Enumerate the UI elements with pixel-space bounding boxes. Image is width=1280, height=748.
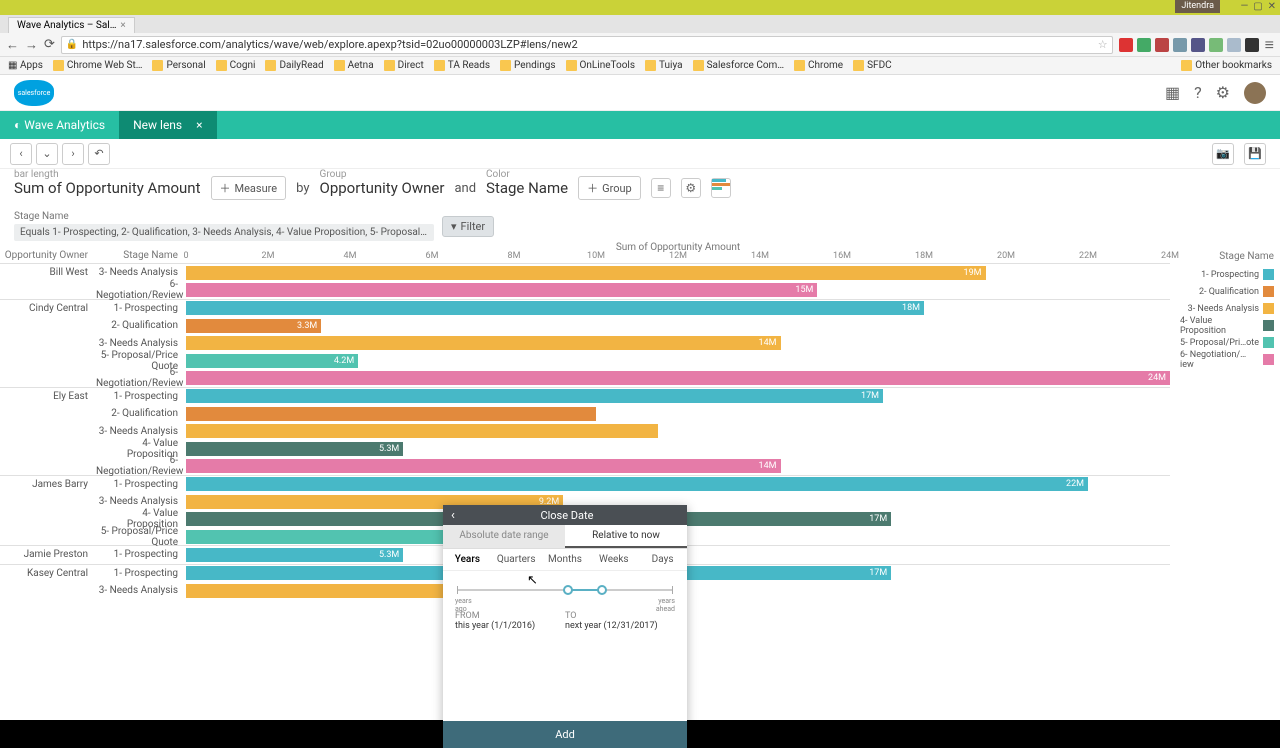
help-icon[interactable]: ? [1194,83,1202,102]
bar[interactable]: 15M [186,283,817,297]
bookmark[interactable]: Salesforce Com… [693,60,784,71]
bar[interactable]: 24M [186,371,1170,385]
bookmark[interactable]: Pendings [500,60,555,71]
list-icon[interactable]: ≡ [651,178,671,198]
legend-item[interactable]: 5- Proposal/Pri…ote [1180,334,1280,351]
options-icon[interactable]: ⚙ [681,178,701,198]
reload-icon[interactable]: ⟳ [44,37,55,52]
granularity-quarters[interactable]: Quarters [492,549,541,570]
color-field[interactable]: Stage Name [486,179,568,197]
salesforce-logo[interactable]: salesforce [14,80,54,106]
granularity-days[interactable]: Days [638,549,687,570]
bar[interactable]: 17M [186,389,883,403]
close-icon[interactable]: × [196,118,202,132]
bookmark[interactable]: Direct [384,60,424,71]
bar[interactable]: 4.2M [186,354,358,368]
extension-icon[interactable] [1119,38,1133,52]
add-group-button[interactable]: ＋ Group [578,176,641,200]
settings-icon[interactable]: ⚙ [1216,83,1230,102]
extension-icon[interactable] [1137,38,1151,52]
bar[interactable]: 22M [186,477,1088,491]
legend-item[interactable]: 4- Value Proposition [1180,317,1280,334]
undo-button[interactable]: ↶ [88,143,110,165]
lens-tab[interactable]: New lens × [119,111,216,139]
bar[interactable]: 5.3M [186,442,403,456]
bookmark[interactable]: DailyRead [265,60,323,71]
bar[interactable]: 18M [186,301,924,315]
star-icon[interactable]: ☆ [1098,38,1108,51]
tab-absolute[interactable]: Absolute date range [443,525,565,548]
window-controls[interactable]: — ▢ ✕ [1240,0,1276,13]
bar[interactable] [186,424,658,438]
bookmark[interactable]: OnLineTools [566,60,636,71]
chart-type-icon[interactable] [711,178,731,198]
add-filter-button[interactable]: Add [443,721,687,748]
history-fwd-button[interactable]: › [62,143,84,165]
date-slider[interactable]: years ago years ahead [443,571,687,607]
browser-tabbar: Wave Analytics – Sal…× [0,15,1280,33]
legend-item[interactable]: 2- Qualification [1180,283,1280,300]
granularity-weeks[interactable]: Weeks [589,549,638,570]
browser-tab[interactable]: Wave Analytics – Sal…× [8,17,135,33]
extension-icon[interactable] [1245,38,1259,52]
bar[interactable] [186,407,596,421]
history-menu-button[interactable]: ⌄ [36,143,58,165]
measure-field[interactable]: Sum of Opportunity Amount [14,179,201,197]
bookmark[interactable]: TA Reads [434,60,490,71]
granularity-months[interactable]: Months [541,549,590,570]
snapshot-button[interactable]: 📷 [1212,143,1234,165]
bar[interactable]: 5.3M [186,548,403,562]
tab-relative[interactable]: Relative to now [565,525,687,548]
bookmark[interactable]: Aetna [334,60,374,71]
close-tab-icon[interactable]: × [120,20,125,31]
bookmark[interactable]: Personal [152,60,205,71]
save-button[interactable]: 💾 [1244,143,1266,165]
bar[interactable]: 14M [186,336,781,350]
granularity-years[interactable]: Years [443,549,492,570]
legend-item[interactable]: 3- Needs Analysis [1180,300,1280,317]
user-badge: Jitendra [1175,0,1220,13]
extension-icon[interactable] [1209,38,1223,52]
bar[interactable]: 19M [186,266,986,280]
menu-icon[interactable]: ≡ [1265,35,1274,55]
back-icon[interactable]: ← [6,37,19,53]
filter-chip[interactable]: Equals 1- Prospecting, 2- Qualification,… [14,224,434,241]
app-launcher-icon[interactable]: ▦ [1165,83,1180,102]
legend-item[interactable]: 6- Negotiation/…iew [1180,351,1280,368]
address-bar[interactable]: 🔒 https://na17.salesforce.com/analytics/… [61,36,1113,54]
bookmark[interactable]: Chrome Web St… [53,60,143,71]
legend-item[interactable]: 1- Prospecting [1180,266,1280,283]
extension-icon[interactable] [1155,38,1169,52]
group-field[interactable]: Opportunity Owner [320,179,445,197]
bookmark[interactable]: Cogni [216,60,256,71]
bookmark[interactable]: SFDC [853,60,892,71]
wave-brand[interactable]: ◐ Wave Analytics [0,118,119,132]
bar[interactable]: 14M [186,459,781,473]
add-measure-button[interactable]: ＋ Measure [211,176,287,200]
bookmark[interactable]: Tuiya [645,60,683,71]
date-filter-popup: ‹Close Date Absolute date range Relative… [443,505,687,748]
extension-icon[interactable] [1173,38,1187,52]
extension-icon[interactable] [1191,38,1205,52]
lock-icon: 🔒 [66,39,78,50]
history-back-button[interactable]: ‹ [10,143,32,165]
bookmark[interactable]: Chrome [794,60,843,71]
bar[interactable]: 3.3M [186,319,321,333]
avatar[interactable] [1244,82,1266,104]
extension-icon[interactable] [1227,38,1241,52]
filter-button[interactable]: ▾ Filter [442,216,494,237]
forward-icon[interactable]: → [25,37,38,53]
